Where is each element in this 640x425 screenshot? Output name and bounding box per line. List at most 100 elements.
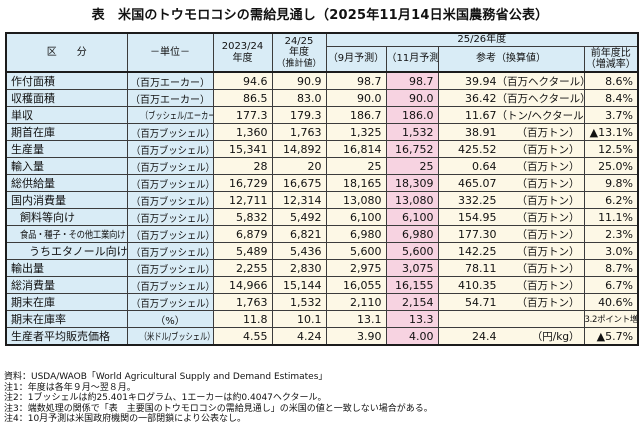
value-2023-24: 12,711 xyxy=(212,191,273,209)
row-unit: （百万エーカー） xyxy=(130,94,210,106)
reference-cell: 154.95 （百万トン） xyxy=(437,208,585,226)
reference-cell: 24.4 （円/kg） xyxy=(437,327,585,346)
value-yoy: 40.6% xyxy=(583,293,639,311)
value-nov-forecast: 98.7 xyxy=(385,71,439,90)
col-header-2023-24-line1: 2023/24 xyxy=(221,41,264,53)
table-row: 期末在庫 （百万ブッシェル） 1,763 1,532 2,110 2,154 5… xyxy=(5,293,639,311)
col-header-yoy-line2: （増減率） xyxy=(585,58,636,70)
value-24-25: 14,892 xyxy=(271,140,327,158)
reference-unit: （百万ヘクタール） xyxy=(496,92,584,105)
value-sep-forecast: 16,055 xyxy=(325,276,387,294)
reference-value: 54.71 xyxy=(465,295,497,309)
row-label: 期末在庫 xyxy=(11,296,55,309)
row-unit: （百万ブッシェル） xyxy=(130,213,213,225)
value-nov-forecast: 90.0 xyxy=(385,89,439,107)
reference-value: 38.91 xyxy=(465,125,497,139)
row-label: 単収 xyxy=(11,109,33,122)
reference-wrap: 78.11 （百万トン） xyxy=(439,261,583,276)
value-2023-24: 177.3 xyxy=(212,106,273,124)
value-sep-forecast: 6,980 xyxy=(325,225,387,243)
row-label: 飼料等向け xyxy=(20,211,75,224)
reference-unit: （百万ヘクタール） xyxy=(496,75,584,88)
value-nov-forecast: 25 xyxy=(385,157,439,175)
value-24-25: 10.1 xyxy=(271,310,327,328)
reference-wrap: 410.35 （百万トン） xyxy=(439,278,583,293)
reference-cell: 11.67 （トン/ヘクタール） xyxy=(437,106,585,124)
reference-unit: （百万トン） xyxy=(516,228,580,241)
row-unit: （百万ブッシェル） xyxy=(130,264,213,276)
row-label: 収穫面積 xyxy=(11,92,55,105)
reference-cell: 36.42 （百万ヘクタール） xyxy=(437,89,585,107)
col-header-yoy: 前年度比 （増減率） xyxy=(583,45,639,73)
row-unit: （百万ブッシェル） xyxy=(130,281,213,293)
value-24-25: 83.0 xyxy=(271,89,327,107)
value-sep-forecast: 6,100 xyxy=(325,208,387,226)
table-row: 生産者平均販売価格 （米ドル/ブッシェル） 4.55 4.24 3.90 4.0… xyxy=(5,327,639,346)
value-yoy: 3.7% xyxy=(583,106,639,124)
reference-unit: （百万トン） xyxy=(516,262,580,275)
table-body: 作付面積 （百万エーカー） 94.6 90.9 98.7 98.7 39.94 … xyxy=(5,71,639,346)
value-24-25: 16,675 xyxy=(271,174,327,192)
value-yoy: 3.0% xyxy=(583,242,639,260)
row-unit: （百万エーカー） xyxy=(130,77,210,89)
reference-unit: （百万トン） xyxy=(516,245,580,258)
row-unit-cell: （百万ブッシェル） xyxy=(126,293,214,311)
value-nov-forecast: 1,532 xyxy=(385,123,439,141)
row-unit: （百万ブッシェル） xyxy=(130,128,213,140)
col-header-24-25: 24/25 年度 （推計値） xyxy=(271,32,327,73)
value-24-25: 15,144 xyxy=(271,276,327,294)
reference-wrap: 332.25 （百万トン） xyxy=(439,193,583,208)
reference-wrap: 465.07 （百万トン） xyxy=(439,176,583,191)
value-yoy: 8.7% xyxy=(583,259,639,277)
row-label-cell: 総供給量 xyxy=(5,174,128,192)
footnote-2: 注2：1ブッシェルは約25.401キログラム、1エーカーは約0.4047ヘクター… xyxy=(4,393,327,404)
reference-cell: 332.25 （百万トン） xyxy=(437,191,585,209)
value-2023-24: 2,255 xyxy=(212,259,273,277)
reference-unit: （百万トン） xyxy=(516,126,580,139)
reference-wrap: 154.95 （百万トン） xyxy=(439,210,583,225)
row-unit-cell: （百万ブッシェル） xyxy=(126,259,214,277)
value-yoy: 2.3% xyxy=(583,225,639,243)
reference-value: 410.35 xyxy=(458,278,497,292)
row-unit-cell: （百万ブッシェル） xyxy=(126,157,214,175)
col-header-reference: 参考（換算値） xyxy=(437,45,585,73)
value-2023-24: 15,341 xyxy=(212,140,273,158)
reference-unit: （円/kg） xyxy=(531,330,580,343)
reference-value: 36.42 xyxy=(465,91,497,105)
table-row: 期首在庫 （百万ブッシェル） 1,360 1,763 1,325 1,532 3… xyxy=(5,123,639,141)
reference-value: 154.95 xyxy=(458,210,497,224)
value-sep-forecast: 16,814 xyxy=(325,140,387,158)
row-label-cell: 輸出量 xyxy=(5,259,128,277)
table-row: 飼料等向け （百万ブッシェル） 5,832 5,492 6,100 6,100 … xyxy=(5,208,639,226)
row-label: 期末在庫率 xyxy=(11,313,66,326)
row-label-cell: 期首在庫 xyxy=(5,123,128,141)
table-row: 期末在庫率 （%） 11.8 10.1 13.1 13.3 3.2ポイント増 xyxy=(5,310,639,328)
reference-unit: （百万トン） xyxy=(516,279,580,292)
value-sep-forecast: 98.7 xyxy=(325,71,387,90)
reference-wrap: 11.67 （トン/ヘクタール） xyxy=(439,108,583,123)
row-unit-cell: （百万エーカー） xyxy=(126,71,214,90)
reference-wrap: 425.52 （百万トン） xyxy=(439,142,583,157)
value-2023-24: 14,966 xyxy=(212,276,273,294)
reference-value: 24.4 xyxy=(472,329,497,343)
row-label-cell: 作付面積 xyxy=(5,71,128,90)
value-nov-forecast: 13,080 xyxy=(385,191,439,209)
row-unit-cell: （百万ブッシェル） xyxy=(126,225,214,243)
value-24-25: 1,763 xyxy=(271,123,327,141)
reference-wrap: 54.71 （百万トン） xyxy=(439,295,583,310)
value-yoy: 11.1% xyxy=(583,208,639,226)
reference-wrap: 142.25 （百万トン） xyxy=(439,244,583,259)
row-label-cell: 国内消費量 xyxy=(5,191,128,209)
row-unit-cell: （百万ブッシェル） xyxy=(126,191,214,209)
value-2023-24: 28 xyxy=(212,157,273,175)
col-header-2023-24-line2: 年度 xyxy=(232,52,253,64)
table-row: 生産量 （百万ブッシェル） 15,341 14,892 16,814 16,75… xyxy=(5,140,639,158)
table-row: 輸入量 （百万ブッシェル） 28 20 25 25 0.64 （百万トン） 25… xyxy=(5,157,639,175)
row-label: 輸入量 xyxy=(11,160,44,173)
footnote-3: 注3：端数処理の関係で「表 主要国のトウモロコシの需給見通し」の米国の値と一致し… xyxy=(4,403,433,414)
row-unit: （ブッシェル/エーカー） xyxy=(140,111,212,122)
reference-wrap: 24.4 （円/kg） xyxy=(439,329,583,344)
reference-value: 425.52 xyxy=(458,142,497,156)
table-row: 総供給量 （百万ブッシェル） 16,729 16,675 18,165 18,3… xyxy=(5,174,639,192)
value-2023-24: 1,360 xyxy=(212,123,273,141)
